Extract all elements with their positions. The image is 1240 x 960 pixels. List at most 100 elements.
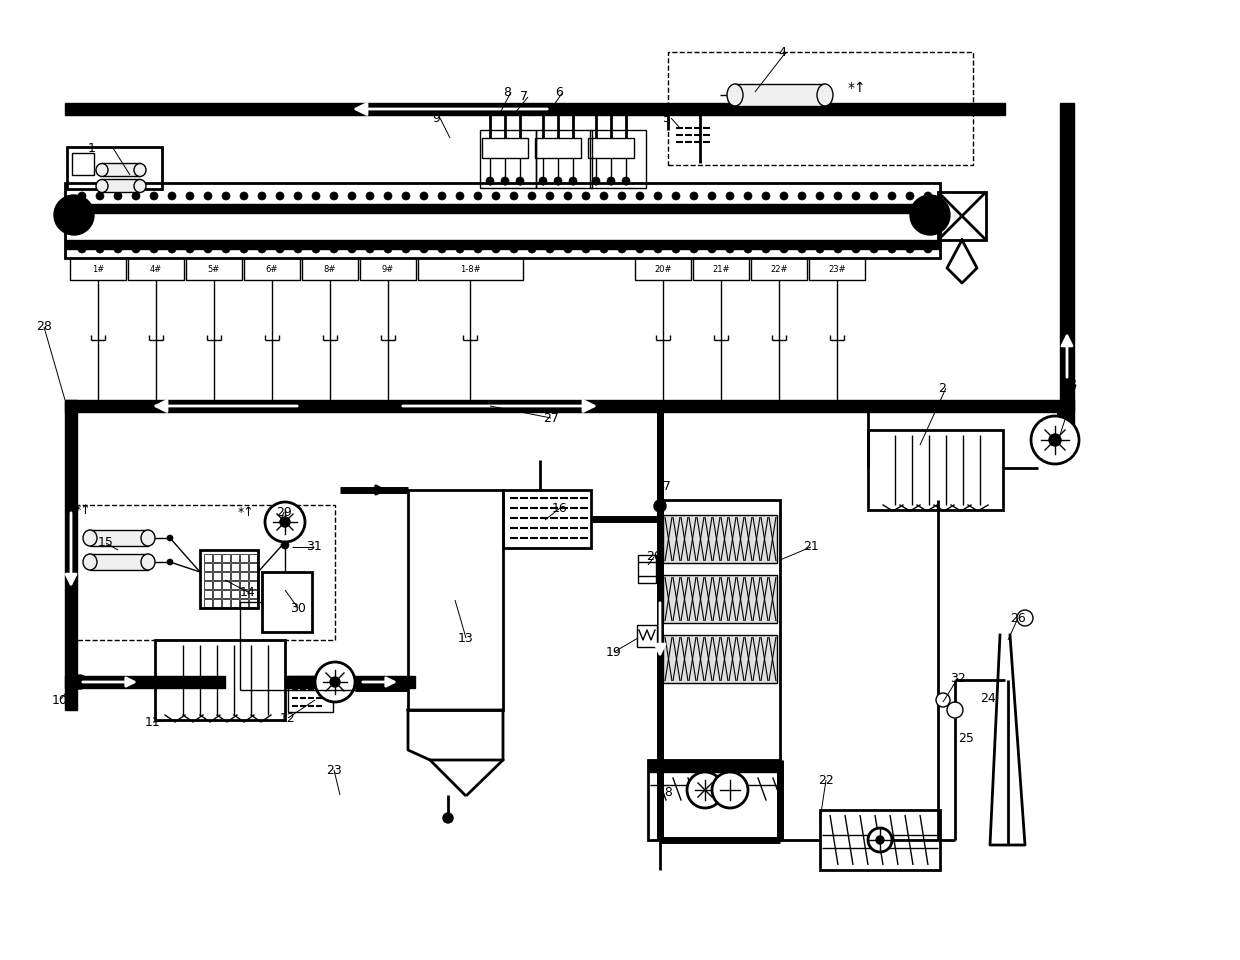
Circle shape	[708, 192, 715, 200]
Circle shape	[653, 192, 662, 200]
Bar	[536, 130, 591, 188]
Circle shape	[936, 693, 950, 707]
Circle shape	[474, 192, 482, 200]
Text: 7: 7	[520, 90, 528, 104]
Circle shape	[868, 828, 892, 852]
Circle shape	[582, 192, 590, 200]
Circle shape	[131, 245, 140, 253]
Bar	[222, 590, 229, 598]
Circle shape	[636, 245, 644, 253]
Circle shape	[167, 559, 174, 565]
Circle shape	[55, 195, 94, 235]
Bar	[213, 554, 221, 562]
Ellipse shape	[95, 180, 108, 193]
Circle shape	[330, 245, 339, 253]
Circle shape	[852, 245, 861, 253]
Circle shape	[608, 177, 615, 185]
Circle shape	[1049, 434, 1061, 446]
Circle shape	[114, 192, 122, 200]
Bar	[222, 572, 229, 580]
Circle shape	[384, 245, 392, 253]
Bar	[808, 258, 866, 280]
Bar	[64, 240, 940, 249]
Circle shape	[852, 192, 861, 200]
Bar	[249, 572, 257, 580]
Text: 18: 18	[658, 786, 673, 800]
Circle shape	[348, 192, 356, 200]
Ellipse shape	[727, 84, 743, 106]
Circle shape	[78, 192, 86, 200]
Circle shape	[402, 192, 410, 200]
Bar	[249, 581, 257, 589]
Circle shape	[443, 813, 453, 823]
Circle shape	[744, 245, 751, 253]
Bar	[222, 563, 229, 571]
Text: 32: 32	[950, 671, 966, 684]
Bar	[128, 258, 184, 280]
Circle shape	[167, 535, 174, 541]
Circle shape	[924, 245, 932, 253]
Circle shape	[438, 192, 446, 200]
Circle shape	[725, 245, 734, 253]
Bar	[241, 554, 248, 562]
Bar	[231, 590, 239, 598]
Text: *↑: *↑	[238, 506, 254, 518]
Circle shape	[78, 245, 86, 253]
Circle shape	[888, 245, 897, 253]
Ellipse shape	[83, 530, 97, 546]
Bar	[590, 130, 646, 188]
Circle shape	[600, 192, 608, 200]
Circle shape	[456, 245, 464, 253]
Bar	[534, 138, 582, 158]
Bar	[231, 599, 239, 607]
Bar	[64, 400, 1074, 412]
Text: 23#: 23#	[828, 265, 846, 274]
Circle shape	[402, 245, 410, 253]
Text: 1#: 1#	[92, 265, 104, 274]
Text: 6: 6	[556, 85, 563, 99]
Bar	[249, 599, 257, 607]
Circle shape	[492, 192, 500, 200]
Circle shape	[653, 245, 662, 253]
Circle shape	[528, 192, 536, 200]
Circle shape	[539, 177, 547, 185]
Bar	[262, 572, 312, 632]
Bar	[668, 52, 973, 165]
Bar	[588, 138, 634, 158]
Bar	[91, 554, 148, 570]
Circle shape	[591, 177, 600, 185]
Circle shape	[315, 662, 355, 702]
Bar	[241, 581, 248, 589]
Circle shape	[816, 245, 825, 253]
Circle shape	[947, 702, 963, 718]
Circle shape	[501, 177, 508, 185]
Circle shape	[474, 245, 482, 253]
Circle shape	[348, 245, 356, 253]
Text: 16: 16	[552, 501, 568, 515]
Circle shape	[799, 245, 806, 253]
Circle shape	[564, 245, 572, 253]
Bar	[213, 572, 221, 580]
Bar	[231, 581, 239, 589]
Bar	[663, 635, 777, 683]
Circle shape	[725, 192, 734, 200]
Bar	[649, 760, 780, 840]
Text: 10: 10	[52, 693, 68, 707]
Ellipse shape	[134, 180, 146, 193]
Text: 24: 24	[980, 691, 996, 705]
Circle shape	[312, 245, 320, 253]
Text: 1: 1	[88, 141, 95, 155]
Bar	[649, 760, 780, 772]
Bar	[751, 258, 807, 280]
Bar	[186, 258, 242, 280]
Bar	[249, 590, 257, 598]
Bar	[1060, 103, 1074, 428]
Bar	[205, 599, 212, 607]
Bar	[213, 599, 221, 607]
Bar	[482, 138, 528, 158]
Text: 28: 28	[36, 321, 52, 333]
Circle shape	[281, 541, 289, 549]
Circle shape	[277, 245, 284, 253]
Bar	[660, 500, 780, 770]
Circle shape	[744, 192, 751, 200]
